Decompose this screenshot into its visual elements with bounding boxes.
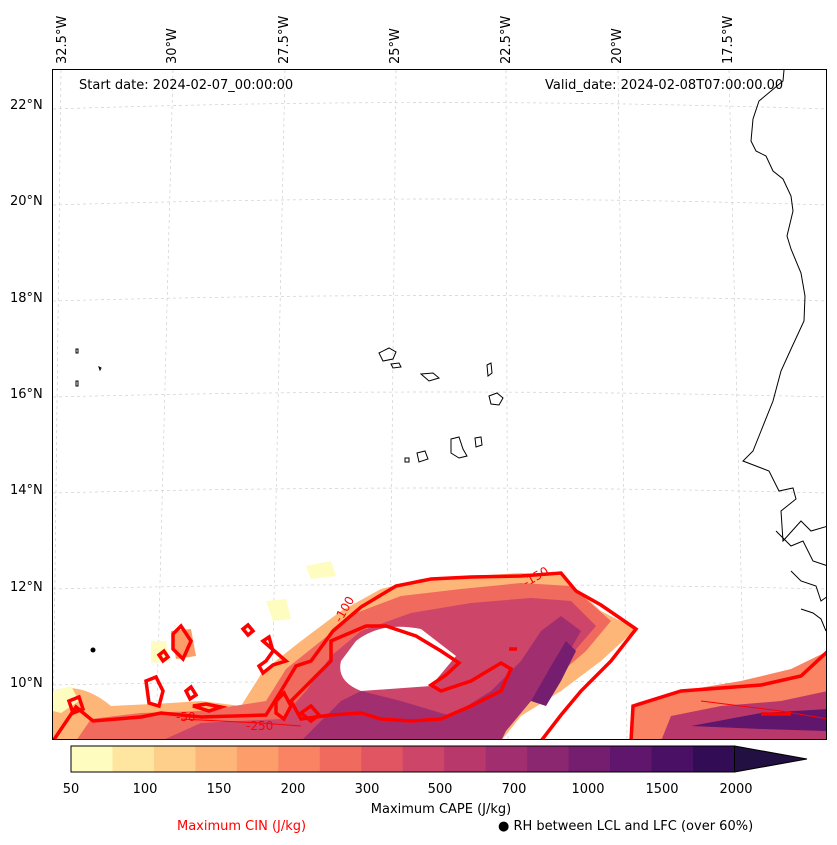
colorbar-cell <box>651 746 694 772</box>
lat-label-12n: 12°N <box>10 580 43 595</box>
colorbar-cell <box>236 746 279 772</box>
cb-tick-500: 500 <box>427 782 453 797</box>
start-date-label: Start date: 2024-02-07_00:00:00 <box>79 78 294 93</box>
cb-tick-200: 200 <box>280 782 306 797</box>
colorbar-cell <box>527 746 570 772</box>
lon-label-27-5w: 27.5°W <box>277 15 292 64</box>
colorbar-cell <box>693 746 735 772</box>
rh-legend-dot-icon: ● <box>498 819 510 834</box>
rh-dot <box>90 647 96 653</box>
lon-label-30w: 30°W <box>165 28 180 64</box>
cb-tick-300: 300 <box>354 782 380 797</box>
colorbar-cell <box>402 746 445 772</box>
colorbar-cell <box>195 746 238 772</box>
cb-tick-50: 50 <box>62 782 80 797</box>
colorbar <box>70 745 808 773</box>
cb-tick-1500: 1500 <box>645 782 679 797</box>
contour-label-250: -250 <box>246 719 273 733</box>
colorbar-extend-arrow <box>734 745 808 773</box>
map-panel: -50 -100 -150 -250 <box>52 69 827 740</box>
cin-legend-label: Maximum CIN (J/kg) <box>177 819 307 834</box>
lat-label-22n: 22°N <box>10 98 43 113</box>
lon-label-22-5w: 22.5°W <box>499 15 514 64</box>
colorbar-cell <box>71 746 113 772</box>
cb-tick-700: 700 <box>501 782 527 797</box>
cin-thin-contours <box>180 700 826 727</box>
colorbar-cell <box>361 746 404 772</box>
valid-date-label: Valid_date: 2024-02-08T07:00:00.00 <box>545 78 784 93</box>
colorbar-title: Maximum CAPE (J/kg) <box>370 802 512 817</box>
colorbar-outline <box>70 745 735 773</box>
rh-legend-label: RH between LCL and LFC (over 60%) <box>513 819 754 834</box>
rh-legend: ● RH between LCL and LFC (over 60%) <box>498 819 753 834</box>
lat-label-20n: 20°N <box>10 194 43 209</box>
colorbar-cell <box>112 746 155 772</box>
colorbar-cell <box>568 746 611 772</box>
lat-label-18n: 18°N <box>10 291 43 306</box>
coastlines <box>75 70 826 632</box>
cb-tick-100: 100 <box>132 782 158 797</box>
lon-label-17-5w: 17.5°W <box>721 15 736 64</box>
graticule <box>53 70 826 739</box>
lat-label-16n: 16°N <box>10 387 43 402</box>
colorbar-cell <box>278 746 321 772</box>
lat-label-10n: 10°N <box>10 676 43 691</box>
colorbar-cell <box>153 746 196 772</box>
colorbar-cell <box>444 746 487 772</box>
colorbar-cell <box>319 746 362 772</box>
lon-label-20w: 20°W <box>610 28 625 64</box>
cin-contours <box>53 571 826 739</box>
cb-tick-2000: 2000 <box>719 782 753 797</box>
cb-tick-150: 150 <box>206 782 232 797</box>
cb-tick-1000: 1000 <box>571 782 605 797</box>
colorbar-cell <box>485 746 528 772</box>
lon-label-32-5w: 32.5°W <box>55 15 70 64</box>
map-canvas: -50 -100 -150 -250 <box>53 70 826 739</box>
lat-label-14n: 14°N <box>10 483 43 498</box>
colorbar-cell <box>610 746 653 772</box>
contour-label-50: -50 <box>176 710 196 724</box>
lon-label-25w: 25°W <box>388 28 403 64</box>
